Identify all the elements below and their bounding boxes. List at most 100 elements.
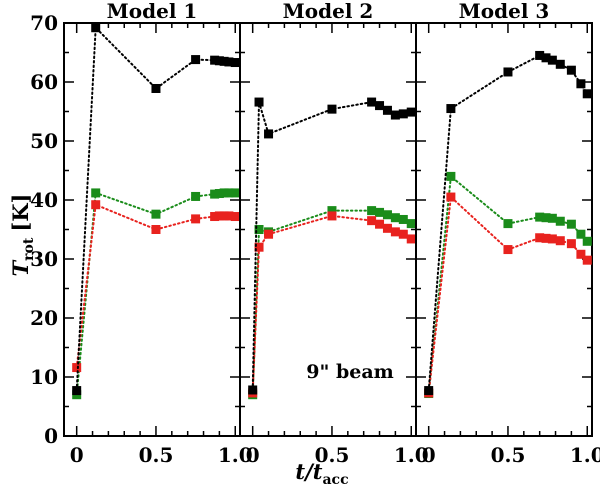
data-point-green [566, 219, 576, 229]
data-point-red [576, 249, 586, 259]
data-point-green [224, 188, 234, 198]
data-point-green [390, 213, 400, 223]
x-tick-label: 1.0 [394, 443, 429, 467]
data-point-red [555, 236, 565, 246]
data-point-green [219, 188, 229, 198]
data-point-red [210, 212, 220, 222]
data-point-green [576, 229, 586, 239]
data-point-red [91, 200, 101, 210]
data-point-black [151, 83, 161, 93]
svg-text:t/tacc: t/tacc [295, 459, 348, 488]
data-point-green [503, 219, 513, 229]
data-point-green [555, 216, 565, 226]
data-point-black [541, 53, 551, 63]
x-tick-label: 1.0 [218, 443, 253, 467]
y-tick-label: 10 [30, 365, 58, 389]
data-point-red [214, 211, 224, 221]
data-point-red [503, 245, 513, 255]
x-tick-label: 0 [246, 443, 260, 467]
data-point-red [151, 225, 161, 234]
data-point-black [230, 58, 240, 68]
data-point-black [248, 385, 258, 395]
data-point-black [566, 65, 576, 75]
data-point-red [224, 211, 234, 221]
data-point-green [91, 188, 101, 198]
data-point-black [547, 55, 557, 65]
data-point-red [264, 229, 274, 239]
data-point-red [254, 242, 264, 252]
y-axis-title-unit: [K] [8, 194, 33, 232]
data-point-red [375, 219, 385, 229]
data-point-red [191, 214, 201, 224]
series-line-green [427, 174, 589, 395]
data-point-green [582, 236, 592, 246]
x-axis-title-main: t/t [295, 459, 322, 484]
data-point-black [406, 107, 416, 117]
data-point-green [214, 189, 224, 199]
data-point-red [541, 233, 551, 243]
data-point-red [547, 234, 557, 244]
data-point-red [367, 216, 377, 226]
x-tick-label: 0.5 [139, 443, 174, 467]
data-point-black [398, 109, 408, 119]
data-point-red [446, 192, 456, 202]
data-point-black [576, 79, 586, 89]
y-tick-label: 60 [30, 70, 58, 94]
data-point-red [72, 363, 82, 373]
data-point-black [424, 386, 434, 396]
data-point-red [230, 212, 240, 222]
data-point-red [406, 234, 416, 244]
data-point-black [375, 101, 385, 111]
data-point-red [219, 211, 229, 221]
data-point-green [210, 189, 220, 199]
data-point-black [327, 104, 337, 114]
data-point-green [327, 206, 337, 216]
x-tick-label: 0 [422, 443, 436, 467]
data-point-green [367, 206, 377, 216]
y-axis-title: Trot [K] [8, 194, 37, 277]
x-tick-label: 0.5 [491, 443, 526, 467]
series-line-red [427, 194, 589, 394]
data-point-black [555, 59, 565, 69]
data-point-black [264, 129, 274, 139]
beam-annotation: 9" beam [306, 361, 394, 383]
x-tick-label: 0.5 [315, 443, 350, 467]
y-tick-label: 50 [30, 129, 58, 153]
data-point-black [390, 110, 400, 120]
data-point-green [406, 219, 416, 229]
data-point-black [254, 97, 264, 107]
data-point-green [547, 213, 557, 223]
data-point-green [230, 188, 240, 198]
data-point-black [72, 386, 82, 396]
y-axis-title-main: T [8, 259, 33, 276]
data-point-black [191, 55, 201, 65]
data-point-black [210, 55, 220, 65]
svg-text:Trot[K]: Trot [K] [8, 194, 37, 277]
y-tick-label: 70 [30, 11, 58, 35]
series-line-green [75, 191, 237, 396]
x-tick-label: 1.0 [570, 443, 600, 467]
data-point-black [382, 105, 392, 115]
data-point-green [541, 213, 551, 223]
y-tick-label: 30 [30, 247, 58, 271]
data-point-black [535, 50, 545, 60]
data-point-green [254, 225, 264, 234]
data-point-red [327, 211, 337, 221]
panel-2: 0 0.5 1.0 Model 2 [239, 0, 429, 467]
data-point-green [446, 171, 456, 181]
data-point-green [535, 212, 545, 222]
data-point-black [582, 89, 592, 99]
x-axis-title: t/tacc [295, 459, 348, 488]
data-point-red [390, 227, 400, 237]
x-tick-label: 0 [70, 443, 84, 467]
data-point-green [191, 191, 201, 201]
data-point-red [582, 255, 592, 265]
data-point-black [367, 97, 377, 107]
panel-title: Model 2 [283, 0, 374, 23]
data-point-black [214, 56, 224, 66]
panel-title: Model 1 [107, 0, 198, 23]
data-point-green [375, 207, 385, 217]
data-point-red [398, 229, 408, 239]
y-tick-label: 0 [44, 424, 58, 448]
